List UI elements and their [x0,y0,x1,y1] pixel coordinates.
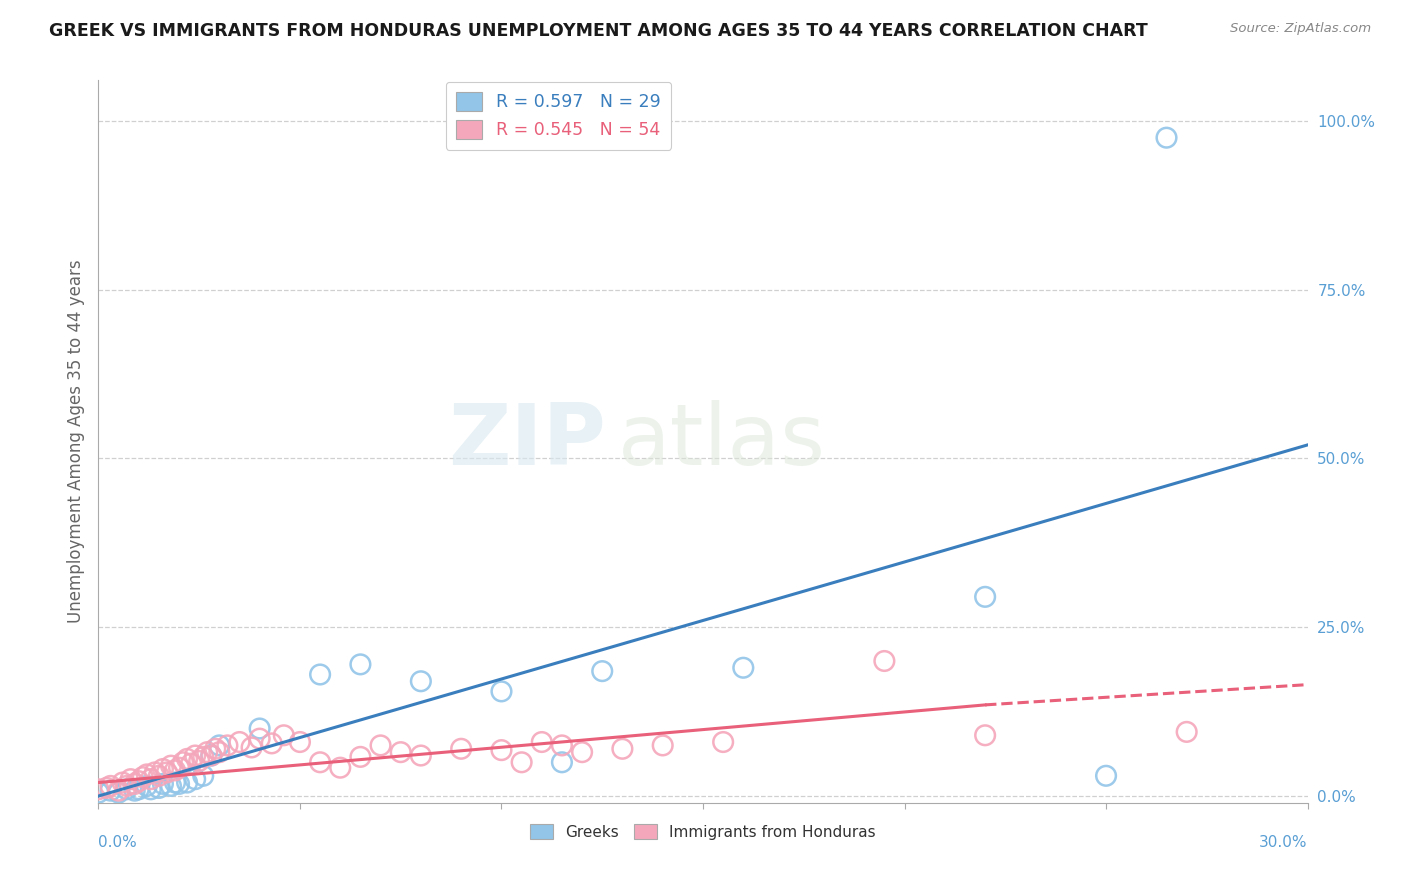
Point [156,765,179,780]
Point [551,739,574,753]
Point [124,783,146,797]
Point [491,684,513,698]
Point [571,745,593,759]
Point [184,748,207,763]
Point [184,772,207,787]
Point [510,756,533,770]
Point [135,767,157,781]
Point [530,735,553,749]
Point [167,777,190,791]
Point [139,782,162,797]
Point [208,739,231,753]
Point [152,762,174,776]
Point [1156,130,1178,145]
Point [389,745,412,759]
Point [148,780,170,795]
Point [551,756,574,770]
Text: atlas: atlas [619,400,827,483]
Point [100,779,122,793]
Point [204,741,226,756]
Point [208,745,231,759]
Point [200,748,222,763]
Point [193,750,215,764]
Point [409,674,432,689]
Point [87,786,110,800]
Point [143,765,166,780]
Point [111,775,134,789]
Text: GREEK VS IMMIGRANTS FROM HONDURAS UNEMPLOYMENT AMONG AGES 35 TO 44 YEARS CORRELA: GREEK VS IMMIGRANTS FROM HONDURAS UNEMPL… [49,22,1147,40]
Point [195,745,218,759]
Point [148,769,170,783]
Point [1095,769,1118,783]
Point [167,761,190,775]
Point [124,777,146,791]
Point [163,764,186,778]
Point [733,661,755,675]
Point [450,741,472,756]
Point [240,740,263,755]
Point [309,667,332,681]
Point [217,739,239,753]
Point [107,783,129,797]
Legend: Greeks, Immigrants from Honduras: Greeks, Immigrants from Honduras [524,818,882,846]
Point [249,722,271,736]
Text: Source: ZipAtlas.com: Source: ZipAtlas.com [1230,22,1371,36]
Point [107,786,129,800]
Point [491,743,513,757]
Point [309,756,332,770]
Point [115,782,138,797]
Text: 0.0%: 0.0% [98,835,138,850]
Y-axis label: Unemployment Among Ages 35 to 44 years: Unemployment Among Ages 35 to 44 years [66,260,84,624]
Point [1175,725,1198,739]
Point [873,654,896,668]
Point [409,748,432,763]
Point [176,752,198,766]
Point [288,735,311,749]
Point [273,728,295,742]
Point [96,780,118,795]
Point [249,731,271,746]
Point [228,735,250,749]
Point [591,664,613,678]
Point [349,657,371,672]
Point [200,748,222,763]
Point [120,772,142,787]
Point [651,739,673,753]
Point [128,774,150,789]
Point [160,779,183,793]
Point [974,590,997,604]
Point [160,758,183,772]
Point [139,772,162,787]
Point [128,782,150,797]
Point [260,736,283,750]
Text: ZIP: ZIP [449,400,606,483]
Text: 30.0%: 30.0% [1260,835,1308,850]
Point [135,779,157,793]
Point [87,782,110,797]
Point [974,728,997,742]
Point [370,739,392,753]
Point [100,783,122,797]
Point [188,754,211,768]
Point [612,741,634,756]
Point [176,775,198,789]
Point [349,750,371,764]
Point [115,779,138,793]
Point [152,777,174,791]
Point [132,770,155,784]
Point [329,761,352,775]
Point [180,756,202,771]
Point [172,756,194,770]
Point [163,775,186,789]
Point [193,769,215,783]
Point [711,735,734,749]
